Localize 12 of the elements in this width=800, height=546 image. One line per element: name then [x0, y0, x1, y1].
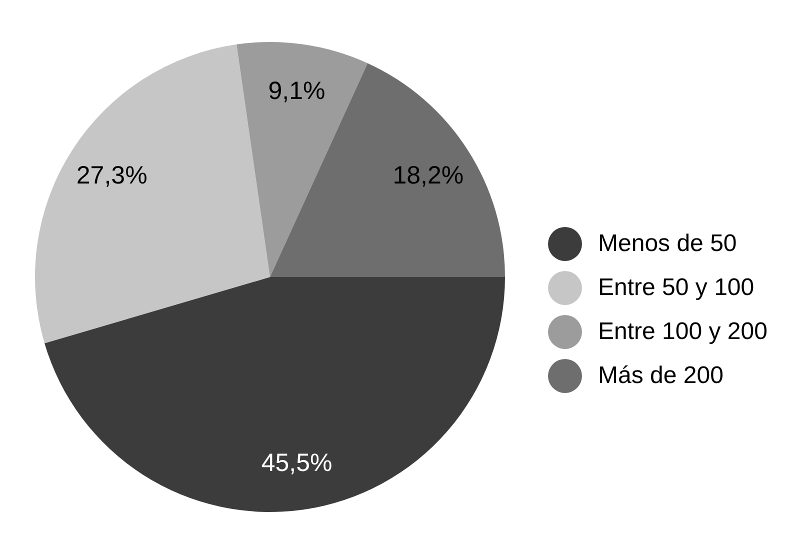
legend-label: Menos de 50: [598, 230, 737, 257]
data-label: 27,3%: [76, 161, 148, 190]
pie-slice: [236, 42, 368, 277]
legend-label: Entre 100 y 200: [598, 318, 768, 345]
pie-slice: [270, 63, 505, 277]
legend-label: Más de 200: [598, 362, 724, 389]
data-label: 45,5%: [261, 449, 332, 478]
pie-slice: [35, 44, 270, 344]
legend-label: Entre 50 y 100: [598, 274, 754, 301]
data-label: 18,2%: [392, 161, 464, 190]
pie-slice: [44, 277, 505, 512]
data-label: 9,1%: [268, 76, 326, 105]
